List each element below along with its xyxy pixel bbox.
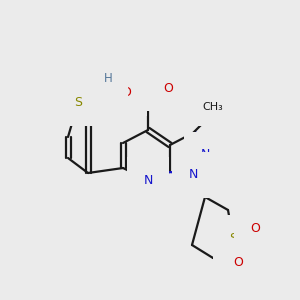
Text: O: O xyxy=(121,86,131,100)
Text: N: N xyxy=(143,173,153,187)
Text: O: O xyxy=(233,256,243,268)
Text: CH₃: CH₃ xyxy=(202,102,224,112)
Text: N: N xyxy=(188,169,198,182)
Text: O: O xyxy=(250,221,260,235)
Text: O: O xyxy=(163,82,173,94)
Text: H: H xyxy=(103,71,112,85)
Text: S: S xyxy=(74,97,82,110)
Text: N: N xyxy=(200,148,210,161)
Text: S: S xyxy=(229,232,237,244)
